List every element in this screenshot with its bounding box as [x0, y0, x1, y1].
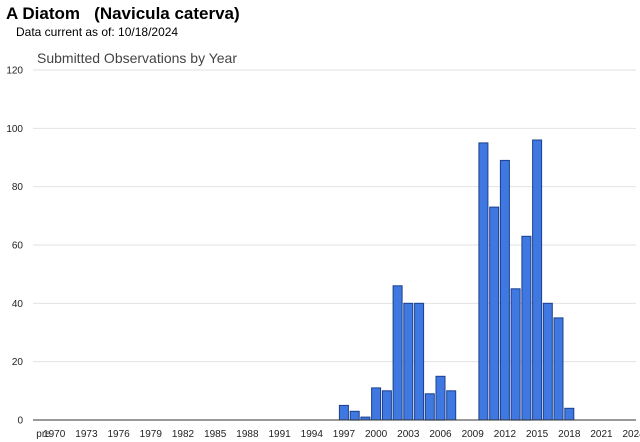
x-tick-label: 1970	[43, 429, 66, 440]
x-tick-label: 2000	[365, 429, 388, 440]
bar-2002	[392, 285, 403, 421]
y-tick-label: 40	[12, 299, 24, 310]
bar-2017	[553, 317, 564, 421]
x-tick-label: 1988	[236, 429, 259, 440]
x-tick-label: 2021	[590, 429, 613, 440]
bar-2006	[435, 375, 446, 421]
bar-2004	[414, 302, 425, 421]
y-tick-label: 100	[6, 124, 23, 135]
x-tick-label: 2024	[622, 429, 640, 440]
bar-2001	[381, 390, 392, 421]
x-tick-label: 1991	[268, 429, 291, 440]
x-tick-label: 1985	[204, 429, 227, 440]
bar-1997	[338, 404, 349, 421]
x-tick-label: pre	[36, 429, 51, 440]
x-tick-label: 2003	[397, 429, 420, 440]
x-tick-label: 2009	[462, 429, 485, 440]
species-title: A Diatom (Navicula caterva)	[6, 4, 240, 23]
y-tick-label: 120	[6, 66, 23, 77]
bar-2018	[564, 407, 575, 421]
y-tick-label: 60	[12, 241, 24, 252]
y-tick-label: 0	[17, 416, 23, 427]
x-tick-label: 2015	[526, 429, 549, 440]
y-tick-label: 80	[12, 182, 24, 193]
bar-2013	[510, 288, 521, 421]
x-tick-label: 1973	[75, 429, 98, 440]
chart-title: Submitted Observations by Year	[37, 50, 237, 66]
bar-2011	[489, 206, 500, 421]
x-tick-label: 1982	[172, 429, 195, 440]
bar-2007	[446, 390, 457, 421]
x-tick-label: 1994	[301, 429, 324, 440]
bar-1998	[349, 410, 360, 421]
bar-2010	[478, 142, 489, 421]
data-current-date: Data current as of: 10/18/2024	[16, 25, 179, 39]
bar-2012	[499, 159, 510, 421]
x-tick-label: 2006	[429, 429, 452, 440]
x-tick-label: 1997	[333, 429, 356, 440]
bar-2005	[424, 393, 435, 421]
bar-2015	[532, 139, 543, 421]
bar-2016	[542, 302, 553, 421]
bar-2000	[371, 387, 382, 421]
y-axis-ticks: 0 20 40 60 80 100 120	[6, 66, 23, 427]
x-tick-label: 2012	[494, 429, 517, 440]
bar-2003	[403, 302, 414, 421]
x-tick-label: 1979	[140, 429, 163, 440]
bar-2014	[521, 235, 532, 421]
y-tick-label: 20	[12, 357, 24, 368]
bars	[338, 139, 575, 421]
x-tick-label: 2018	[558, 429, 581, 440]
x-tick-label: 1976	[107, 429, 130, 440]
